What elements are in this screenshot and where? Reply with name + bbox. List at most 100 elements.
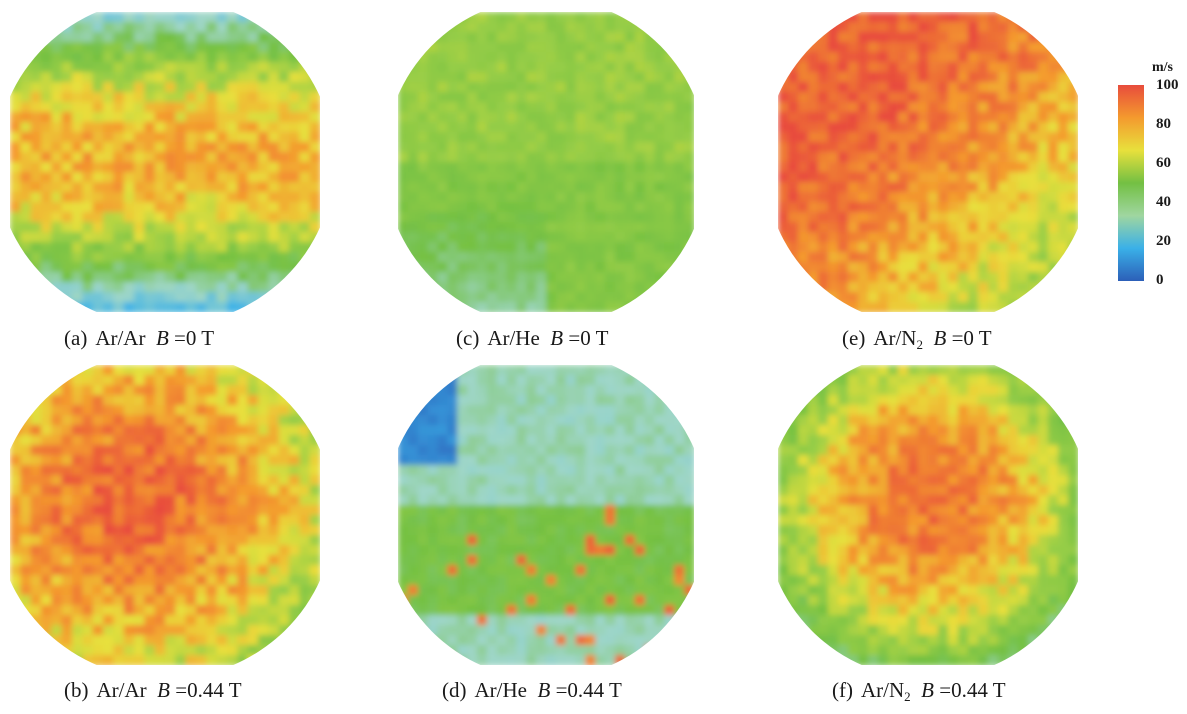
heatmap-cell xyxy=(467,565,478,576)
heatmap-cell xyxy=(928,485,939,496)
heatmap-cell xyxy=(928,515,939,526)
heatmap-cell xyxy=(134,72,146,83)
heatmap-cell xyxy=(506,495,518,506)
heatmap-cell xyxy=(407,112,419,123)
heatmap-cell xyxy=(417,212,429,223)
heatmap-cell xyxy=(61,395,73,406)
heatmap-cell xyxy=(898,385,909,396)
heatmap-cell xyxy=(61,555,73,566)
heatmap-cell xyxy=(555,545,567,556)
heatmap-cell xyxy=(437,645,449,656)
heatmap-cell xyxy=(496,605,508,616)
heatmap-cell xyxy=(555,635,567,646)
heatmap-cell xyxy=(82,515,94,526)
heatmap-cell xyxy=(565,605,577,616)
heatmap-cell xyxy=(565,92,577,103)
heatmap-cell xyxy=(398,112,409,123)
heatmap-cell xyxy=(175,595,187,606)
heatmap-cell xyxy=(196,92,208,103)
heatmap-cell xyxy=(988,232,999,243)
heatmap-cell xyxy=(684,425,694,436)
heatmap-cell xyxy=(526,385,538,396)
heatmap-cell xyxy=(1048,162,1059,173)
heatmap-cell xyxy=(798,72,809,83)
heatmap-cell xyxy=(654,575,666,586)
heatmap-cell xyxy=(407,22,419,33)
heatmap-cell xyxy=(123,655,135,665)
heatmap-cell xyxy=(299,112,311,123)
heatmap-cell xyxy=(103,625,115,636)
heatmap-cell xyxy=(309,475,320,486)
heatmap-cell xyxy=(278,445,290,456)
heatmap-cell xyxy=(546,365,557,376)
heatmap-cell xyxy=(654,222,666,233)
heatmap-cell xyxy=(447,535,459,546)
heatmap-cell xyxy=(113,32,125,43)
heatmap-cell xyxy=(1058,152,1069,163)
heatmap-cell xyxy=(51,495,63,506)
heatmap-cell xyxy=(928,222,939,233)
heatmap-cell xyxy=(536,405,547,416)
heatmap-cell xyxy=(1008,22,1019,33)
heatmap-cell xyxy=(154,122,166,133)
heatmap-cell xyxy=(41,172,53,183)
heatmap-cell xyxy=(546,82,557,93)
heatmap-cell xyxy=(61,625,73,636)
heatmap-cell xyxy=(888,635,899,646)
heatmap-cell xyxy=(299,495,311,506)
heatmap-cell xyxy=(427,425,439,436)
heatmap-cell xyxy=(457,162,469,173)
heatmap-cell xyxy=(407,122,419,133)
heatmap-cell xyxy=(928,32,939,43)
heatmap-cell xyxy=(778,595,789,606)
heatmap-cell xyxy=(526,42,538,53)
heatmap-cell xyxy=(407,495,419,506)
heatmap-cell xyxy=(928,152,939,163)
heatmap-cell xyxy=(427,485,439,496)
heatmap-cell xyxy=(258,645,270,656)
heatmap-cell xyxy=(1028,132,1039,143)
heatmap-cell xyxy=(798,605,809,616)
heatmap-cell xyxy=(858,252,869,263)
heatmap-cell xyxy=(526,495,538,506)
heatmap-cell xyxy=(227,282,239,293)
heatmap-cell xyxy=(868,545,879,556)
heatmap-cell xyxy=(82,72,94,83)
heatmap-cell xyxy=(615,375,626,386)
heatmap-cell xyxy=(51,575,63,586)
heatmap-cell xyxy=(654,435,666,446)
heatmap-cell xyxy=(1018,12,1029,23)
heatmap-cell xyxy=(908,605,919,616)
heatmap-cell xyxy=(206,525,218,536)
heatmap-cell xyxy=(878,42,889,53)
heatmap-cell xyxy=(92,525,104,536)
heatmap-cell xyxy=(185,475,197,486)
heatmap-cell xyxy=(447,212,459,223)
heatmap-cell xyxy=(123,152,135,163)
heatmap-cell xyxy=(674,202,686,213)
heatmap-cell xyxy=(684,525,694,536)
heatmap-cell xyxy=(664,515,676,526)
heatmap-cell xyxy=(467,505,478,516)
heatmap-cell xyxy=(664,375,676,386)
heatmap-cell xyxy=(309,242,320,253)
heatmap-cell xyxy=(437,182,449,193)
heatmap-cell xyxy=(51,32,63,43)
heatmap-cell xyxy=(798,525,809,536)
heatmap-cell xyxy=(634,172,646,183)
heatmap-cell xyxy=(948,132,959,143)
heatmap-cell xyxy=(496,112,508,123)
heatmap-cell xyxy=(624,272,636,283)
heatmap-cell xyxy=(536,585,547,596)
heatmap-cell xyxy=(247,385,259,396)
heatmap-cell xyxy=(278,405,290,416)
heatmap-cell xyxy=(237,292,249,303)
heatmap-cell xyxy=(41,375,53,386)
heatmap-cell xyxy=(206,655,218,665)
heatmap-cell xyxy=(624,62,636,73)
heatmap-cell xyxy=(417,72,429,83)
heatmap-cell xyxy=(605,222,617,233)
heatmap-cell xyxy=(258,272,270,283)
heatmap-cell xyxy=(998,142,1009,153)
heatmap-cell xyxy=(427,162,439,173)
